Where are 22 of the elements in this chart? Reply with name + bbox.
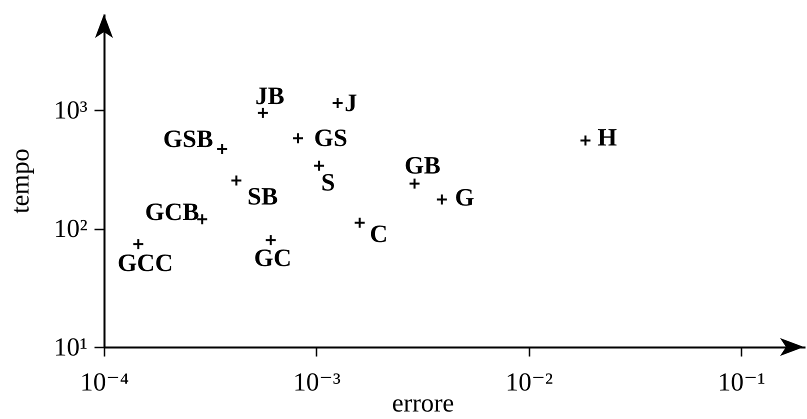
annotation: C: [370, 220, 388, 248]
annotation: GC: [254, 245, 292, 272]
annotation: S: [321, 170, 336, 197]
annotation: GS: [314, 125, 348, 152]
x-tick-label: 10⁻²: [505, 368, 554, 396]
y-tick-label: 10²: [54, 214, 88, 244]
y-tick-label: 10¹: [54, 332, 88, 362]
y-tick-label: 10³: [54, 96, 88, 125]
annotation: GSB: [163, 126, 214, 154]
annotation: GB: [404, 152, 441, 180]
x-tick-label: 10⁻⁴: [80, 368, 129, 396]
annotation: GCB: [145, 199, 200, 226]
x-tick-label: 10⁻¹: [718, 368, 766, 396]
annotation: G: [454, 184, 474, 212]
y-axis-title: tempo: [6, 148, 35, 214]
annotation: J: [344, 90, 358, 118]
annotation: GCC: [117, 250, 174, 278]
annotation: JB: [255, 82, 284, 110]
annotation: H: [597, 124, 618, 152]
x-axis-title: errore: [392, 388, 454, 418]
x-tick-label: 10⁻³: [293, 368, 341, 396]
annotation: SB: [247, 183, 278, 210]
